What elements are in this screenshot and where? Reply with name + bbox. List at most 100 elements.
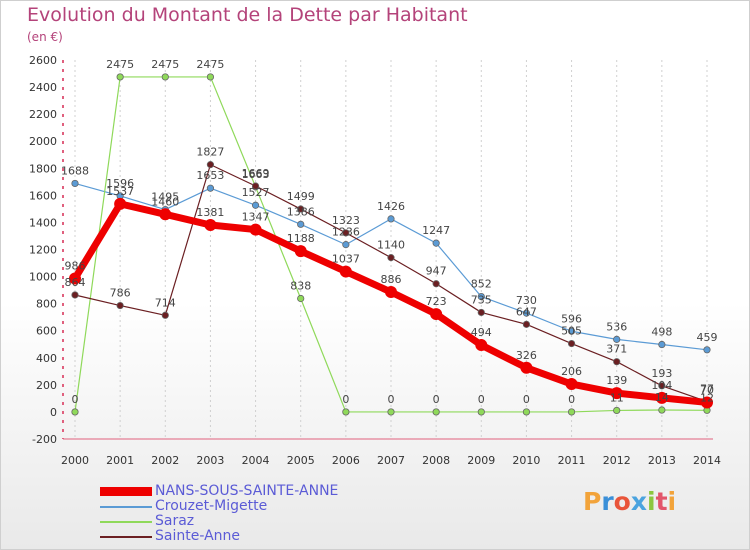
data-label: 70 [700, 383, 714, 396]
x-tick-label: 2010 [512, 454, 540, 467]
logo-letter: o [613, 487, 631, 516]
data-label: 1426 [377, 200, 405, 213]
data-label: 193 [651, 367, 672, 380]
data-point [116, 73, 124, 81]
data-label: 0 [433, 393, 440, 406]
y-tick-label: -200 [32, 433, 57, 446]
logo-letter: i [647, 487, 656, 516]
data-label: 0 [388, 393, 395, 406]
legend-item-crouzet: Crouzet-Migette [100, 499, 400, 514]
data-label: 104 [651, 379, 672, 392]
data-point [161, 311, 169, 319]
data-point [703, 346, 711, 354]
data-label: 1537 [106, 185, 134, 198]
data-point [114, 197, 127, 210]
x-tick-label: 2004 [242, 454, 270, 467]
legend-item-sainte-anne: Sainte-Anne [100, 529, 400, 544]
data-point [71, 408, 79, 416]
data-point [613, 406, 621, 415]
data-label: 505 [561, 325, 582, 338]
data-point [297, 294, 305, 303]
data-point [159, 208, 172, 221]
data-label: 1460 [151, 195, 179, 208]
x-tick-label: 2001 [106, 454, 134, 467]
data-point [297, 205, 305, 213]
data-point [567, 408, 576, 416]
data-label: 77 [700, 383, 714, 396]
proxiti-logo: Proxiti [583, 487, 676, 516]
legend-label: NANS-SOUS-SAINTE-ANNE [155, 483, 339, 499]
y-tick-label: 1400 [29, 216, 57, 229]
y-tick-label: 2000 [29, 135, 57, 148]
data-label: 0 [342, 393, 349, 406]
logo-letter: x [630, 487, 647, 516]
chart-subtitle: (en €) [27, 30, 63, 44]
y-tick-label: 2200 [29, 108, 57, 121]
x-tick-label: 2014 [693, 454, 721, 467]
data-label: 886 [381, 273, 402, 286]
legend-label: Crouzet-Migette [155, 498, 268, 514]
data-point [655, 391, 668, 404]
data-label: 1247 [422, 224, 450, 237]
data-label: 838 [290, 279, 311, 292]
data-point [613, 335, 621, 343]
data-label: 947 [426, 265, 447, 278]
logo-letter: r [601, 487, 614, 516]
x-tick-label: 2005 [287, 454, 315, 467]
x-tick-label: 2008 [422, 454, 450, 467]
data-point [297, 220, 305, 228]
data-point [567, 339, 576, 348]
data-label: 1495 [151, 191, 179, 204]
data-point [387, 215, 395, 223]
y-tick-label: 1800 [29, 162, 57, 175]
legend-swatch [100, 536, 152, 538]
data-label: 1663 [242, 168, 270, 181]
y-tick-label: 1000 [29, 271, 57, 284]
data-label: 0 [72, 393, 79, 406]
data-label: 494 [471, 326, 492, 339]
legend-label: Sainte-Anne [155, 528, 241, 544]
data-point [658, 406, 666, 414]
data-point [430, 308, 443, 321]
data-label: 596 [561, 312, 582, 325]
data-label: 1527 [242, 186, 270, 199]
legend-swatch [100, 487, 152, 496]
chart-title: Evolution du Montant de la Dette par Hab… [27, 4, 468, 26]
data-label: 1347 [242, 211, 270, 224]
logo-letter: i [667, 487, 677, 516]
data-point [522, 408, 531, 416]
data-point [71, 179, 79, 188]
data-point [567, 327, 576, 335]
data-point [432, 239, 440, 247]
x-tick-label: 2013 [648, 454, 676, 467]
data-point [204, 219, 217, 232]
data-label: 1596 [106, 177, 134, 190]
y-tick-label: 2600 [29, 54, 57, 67]
legend-label: Saraz [155, 513, 195, 529]
legend-item-saraz: Saraz [100, 514, 400, 529]
x-tick-label: 2011 [558, 454, 586, 467]
data-label: 1188 [287, 232, 315, 245]
data-point [658, 340, 666, 349]
data-point [342, 408, 350, 416]
legend-swatch [100, 521, 152, 523]
y-tick-label: 1200 [29, 244, 57, 257]
data-label: 2475 [106, 58, 134, 71]
data-label: 2475 [151, 58, 179, 71]
y-tick-label: 0 [50, 406, 57, 419]
data-label: 647 [516, 305, 537, 318]
x-tick-label: 2002 [151, 454, 179, 467]
data-label: 723 [426, 295, 447, 308]
y-tick-label: 400 [36, 352, 57, 365]
data-label: 864 [65, 276, 86, 289]
x-tick-label: 2007 [377, 454, 405, 467]
x-tick-label: 2006 [332, 454, 360, 467]
data-label: 1140 [377, 239, 405, 252]
data-point [385, 286, 397, 299]
data-label: 498 [651, 326, 672, 339]
data-point [339, 265, 352, 278]
data-point [206, 184, 215, 192]
x-tick-label: 2012 [603, 454, 631, 467]
data-point [206, 161, 215, 169]
